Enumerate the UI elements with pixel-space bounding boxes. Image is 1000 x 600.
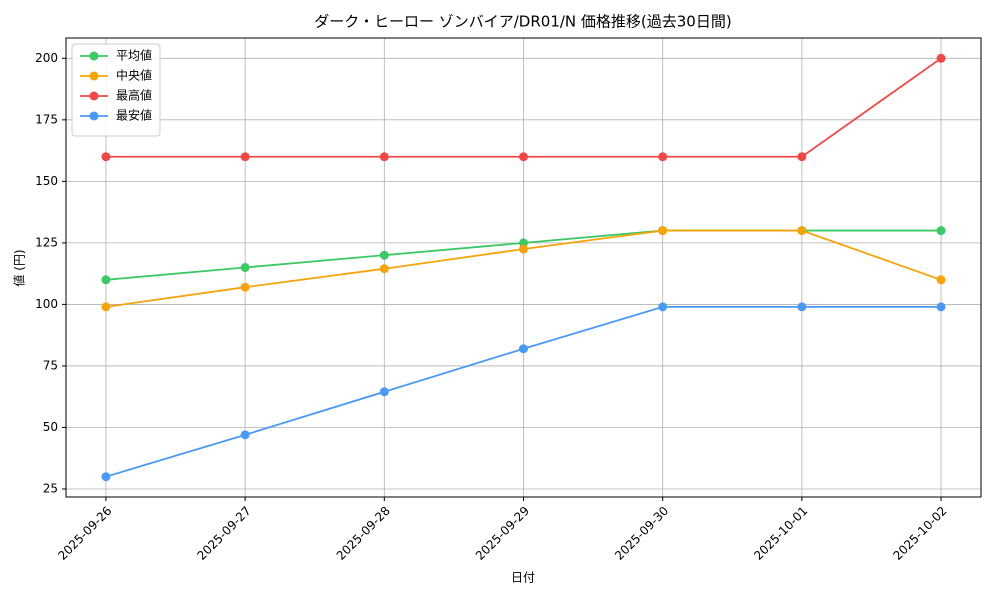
data-point — [936, 53, 946, 63]
data-point — [797, 302, 807, 312]
data-point — [240, 263, 250, 272]
data-point — [658, 302, 668, 312]
data-point — [379, 387, 389, 397]
y-tick-label: 50 — [43, 420, 58, 434]
data-point — [797, 152, 807, 162]
legend-label: 最安値 — [116, 108, 152, 123]
legend-label: 最高値 — [116, 88, 152, 103]
data-point — [379, 152, 389, 162]
y-tick-label: 25 — [43, 482, 58, 496]
data-point — [519, 344, 528, 354]
legend-marker — [89, 71, 99, 81]
chart-title: ダーク・ヒーロー ゾンバイア/DR01/N 価格推移(過去30日間) — [314, 13, 731, 31]
y-tick-label: 150 — [35, 174, 58, 188]
legend-marker — [89, 111, 99, 121]
data-point — [658, 152, 668, 162]
y-tick-label: 200 — [35, 51, 58, 65]
data-point — [101, 302, 111, 312]
data-point — [240, 152, 250, 162]
data-point — [101, 275, 111, 285]
y-axis-label: 値 (円) — [12, 249, 27, 286]
y-tick-label: 125 — [35, 235, 58, 249]
data-point — [519, 238, 528, 248]
data-point — [240, 430, 250, 440]
y-tick-label: 100 — [35, 297, 58, 311]
data-point — [101, 152, 111, 162]
y-tick-label: 75 — [43, 358, 58, 372]
data-point — [936, 275, 946, 285]
data-point — [379, 264, 389, 274]
x-axis-label: 日付 — [511, 571, 535, 585]
legend-label: 平均値 — [116, 48, 152, 63]
data-point — [240, 282, 250, 292]
data-point — [797, 226, 807, 236]
legend-marker — [89, 91, 99, 101]
data-point — [519, 244, 528, 254]
data-point — [379, 250, 389, 260]
data-point — [101, 472, 111, 482]
data-point — [936, 226, 946, 236]
legend-label: 中央値 — [116, 68, 152, 83]
data-point — [936, 302, 946, 312]
y-tick-label: 175 — [35, 112, 58, 126]
legend-marker — [89, 51, 99, 61]
data-point — [519, 152, 528, 162]
data-point — [658, 226, 668, 236]
plot-frame — [65, 37, 982, 498]
